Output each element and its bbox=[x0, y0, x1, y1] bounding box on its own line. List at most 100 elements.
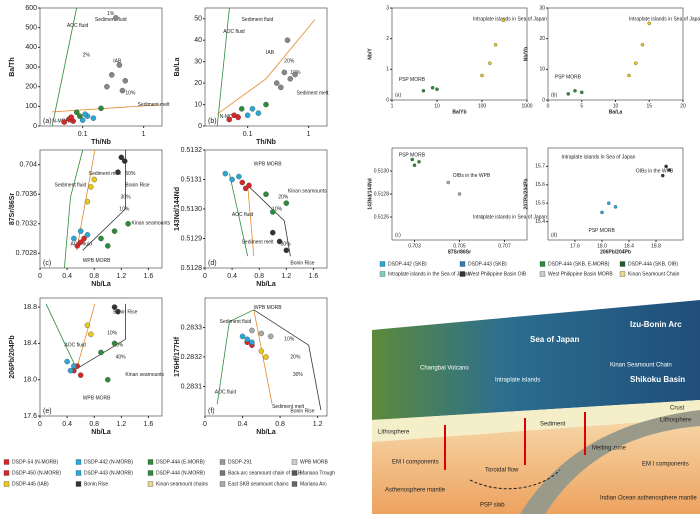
label: Izu-Bonin Arc bbox=[630, 320, 682, 329]
x-tick-label: 1 bbox=[307, 131, 311, 138]
data-point bbox=[640, 43, 645, 47]
data-point bbox=[501, 18, 506, 23]
legend-swatch bbox=[459, 261, 466, 267]
panel: 0.1 1 0 100 200 300 400 500 600 Th/Nb Ba/Th (a) AOC … bbox=[9, 5, 170, 146]
label: Melting zone bbox=[592, 446, 627, 452]
x-tick-label: 0.4 bbox=[62, 273, 72, 280]
plot-frame bbox=[547, 147, 684, 241]
model-curve bbox=[45, 303, 77, 369]
panel-label: (f) bbox=[208, 408, 215, 415]
x-tick-label: 1 bbox=[391, 103, 394, 109]
annotation: PSP MORB bbox=[399, 153, 426, 159]
block-diagram: Sea of Japan Izu-Bonin Arc Shikoku Basin… bbox=[372, 300, 700, 514]
label: Kinan Seamount Chain bbox=[610, 363, 672, 369]
y-tick-label: 0.5128 bbox=[181, 265, 203, 272]
y-tick-label: 15.5 bbox=[535, 201, 545, 207]
legend-swatch bbox=[75, 470, 82, 476]
x-tick-label: 0.705 bbox=[453, 243, 466, 249]
data-point bbox=[480, 215, 484, 219]
x-axis-label: Ba/Yb bbox=[452, 109, 466, 115]
y-tick-label: 15.4 bbox=[535, 219, 545, 225]
x-tick-label: 10 bbox=[613, 103, 619, 109]
y-tick-label: 18.8 bbox=[23, 304, 37, 311]
annotation: IAB bbox=[113, 58, 122, 64]
terrain bbox=[372, 300, 700, 420]
annotation: WPB MORB bbox=[254, 305, 282, 311]
legend-swatch bbox=[75, 481, 82, 487]
y-axis-label: 207Pb/204Pb bbox=[523, 179, 529, 210]
model-curve bbox=[247, 185, 255, 257]
data-point bbox=[573, 89, 577, 93]
x-tick-label: 0.1 bbox=[78, 131, 88, 138]
label: Intraplate islands bbox=[495, 378, 540, 384]
legend-label: Bonin Rise bbox=[84, 481, 108, 487]
y-axis-label: 143Nd/144Nd bbox=[367, 178, 373, 209]
annotation: Kinan seamounts bbox=[132, 220, 171, 226]
legend-label: DSDP-443 (N-MORB) bbox=[84, 470, 133, 476]
x-tick-label: 10 bbox=[434, 103, 440, 109]
legend-label: West Philippine Basin OIB bbox=[468, 271, 527, 277]
legend-label: DSDP-450 (N-MORB) bbox=[12, 470, 61, 476]
y-tick-label: 17.6 bbox=[23, 413, 37, 420]
data-point bbox=[258, 348, 265, 354]
data-point bbox=[647, 21, 652, 26]
panel: 0.703 0.705 0.707 0.5126 0.5128 0.5130 87Sr/86… bbox=[367, 147, 547, 255]
data-point bbox=[607, 201, 611, 205]
y-tick-label: 50 bbox=[194, 16, 202, 23]
annotation: 10% bbox=[107, 331, 118, 337]
legend-swatch bbox=[459, 271, 466, 277]
y-tick-label: 18.4 bbox=[23, 340, 37, 347]
y-tick-label: 200 bbox=[25, 84, 37, 91]
x-tick-label: 0 bbox=[38, 421, 42, 428]
y-tick-label: 10 bbox=[539, 67, 545, 73]
model-curve bbox=[52, 104, 163, 113]
y-axis-label: Nb/Y bbox=[367, 48, 373, 60]
legend-label: Mariana Arc bbox=[300, 481, 327, 487]
x-tick-label: 1.2 bbox=[116, 421, 126, 428]
annotation: Kinan seamounts bbox=[288, 189, 327, 195]
data-point bbox=[73, 109, 80, 115]
annotation: AOC fluid bbox=[67, 23, 89, 29]
model-curve bbox=[253, 309, 273, 405]
legend-swatch bbox=[147, 481, 154, 487]
panel-label: (b) bbox=[551, 92, 557, 98]
data-point bbox=[284, 37, 291, 43]
data-point bbox=[61, 119, 68, 125]
annotation: WPB MORB bbox=[83, 396, 111, 402]
data-point bbox=[119, 87, 126, 94]
x-tick-label: 1.2 bbox=[313, 421, 323, 428]
model-curve bbox=[76, 303, 96, 369]
y-tick-label: 40 bbox=[194, 37, 202, 44]
annotation: 20% bbox=[284, 58, 295, 64]
data-point bbox=[121, 158, 128, 164]
label: Changbai Volcano bbox=[420, 366, 469, 372]
label: PSP slab bbox=[480, 503, 505, 509]
annotation: Sediment melt bbox=[297, 90, 330, 96]
x-axis-label: 206Pb/204Pb bbox=[600, 249, 631, 255]
y-tick-label: 18.0 bbox=[23, 377, 37, 384]
data-point bbox=[111, 228, 118, 234]
data-point bbox=[249, 106, 256, 112]
label: Toroidal flow bbox=[485, 468, 519, 474]
data-point bbox=[446, 180, 450, 185]
x-tick-label: 1.6 bbox=[144, 273, 154, 280]
label: Lithosphere bbox=[660, 418, 692, 424]
y-tick-label: 0.7032 bbox=[16, 221, 38, 228]
y-tick-label: 300 bbox=[25, 64, 37, 71]
data-point bbox=[104, 83, 110, 90]
y-tick-label: 20 bbox=[539, 36, 545, 42]
y-tick-label: 15.7 bbox=[535, 164, 545, 170]
annotation: Sediment melt bbox=[89, 171, 122, 177]
data-point bbox=[229, 176, 235, 183]
data-point bbox=[287, 76, 294, 82]
data-point bbox=[410, 157, 414, 162]
annotation: 10% bbox=[284, 337, 295, 343]
x-axis-label: Th/Nb bbox=[91, 139, 111, 146]
plot-frame bbox=[39, 149, 163, 269]
data-point bbox=[113, 15, 119, 21]
panel-label: (a) bbox=[395, 92, 401, 98]
data-point bbox=[81, 235, 87, 242]
y-tick-label: 0.7036 bbox=[16, 191, 38, 198]
annotation: IAB bbox=[266, 50, 275, 56]
